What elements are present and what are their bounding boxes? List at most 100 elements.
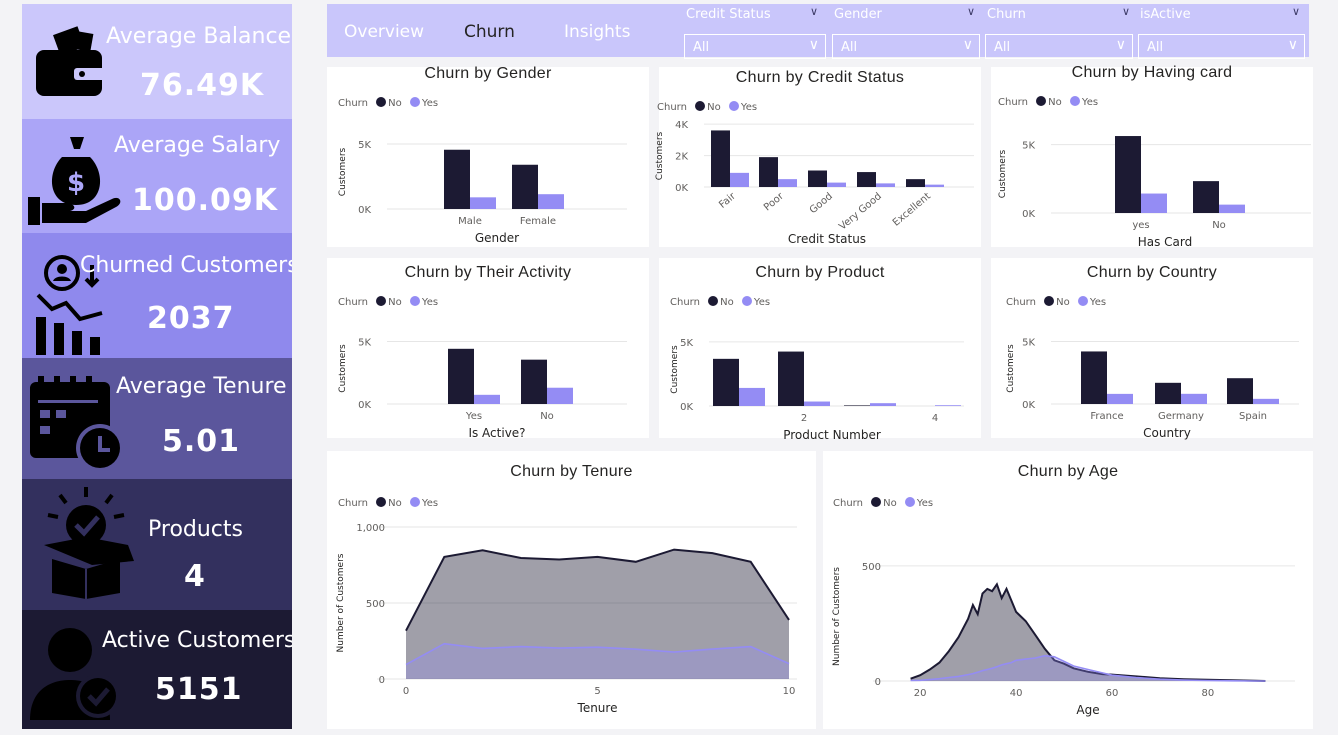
chart-card-card: Churn by Having card Churn No Yes 0K 5K Cu… (991, 64, 1313, 249)
has-card-bar-chart[interactable]: 0K 5K Customers yes No Has Card (991, 67, 1313, 249)
bar-yes-female (538, 194, 564, 209)
bar-no-no (521, 359, 547, 404)
chart-title: Churn by Credit Status (735, 69, 905, 86)
legend-yes-marker (409, 97, 420, 107)
legend-no-label: No (1048, 97, 1062, 108)
slicer-value: All (1147, 40, 1164, 55)
chart-title: Churn by Their Activity (404, 264, 572, 281)
y-tick-label: 0 (379, 675, 385, 686)
y-tick-label: 5K (1022, 338, 1035, 349)
legend-yes-label: Yes (916, 498, 934, 509)
bar-yes-france (1107, 393, 1133, 404)
tab-overview[interactable]: Overview (344, 22, 425, 42)
x-axis-label: Tenure (577, 701, 618, 715)
x-tick-label: Male (458, 216, 482, 227)
legend-no-marker (695, 101, 706, 111)
x-tick-label: No (540, 411, 554, 422)
legend-no-marker (376, 97, 387, 107)
legend-title: Churn (657, 102, 687, 113)
y-axis-label: Number of Customers (832, 567, 842, 666)
y-tick-label: 5K (680, 338, 693, 349)
legend-no-marker (1036, 96, 1047, 106)
tab-churn[interactable]: Churn (464, 22, 515, 42)
kpi-value: 76.49K (140, 68, 265, 103)
x-axis-label: Credit Status (788, 232, 866, 246)
x-tick-label: Very Good (837, 191, 884, 233)
y-tick-label: 0K (358, 400, 371, 411)
x-axis-label: Product Number (783, 428, 881, 442)
chevron-down-icon[interactable]: ∨ (1292, 5, 1301, 18)
chevron-down-icon[interactable]: ∨ (1122, 5, 1131, 18)
x-tick-label: 4 (932, 413, 938, 424)
x-tick-label: 10 (783, 686, 796, 697)
filter-label-gender: Gender (834, 7, 882, 22)
y-axis-label: Customers (338, 147, 348, 196)
legend-no-marker (1044, 296, 1055, 306)
chart-card-age: Churn by Age Churn No Yes 0 500 20 40 60 80 Nu… (823, 451, 1313, 729)
legend-no-label: No (707, 102, 721, 113)
churn-slicer[interactable]: All ∨ (985, 34, 1133, 59)
credit-status-slicer[interactable]: All ∨ (684, 34, 826, 59)
area-no (910, 584, 1266, 681)
tenure-area-chart[interactable]: 0 500 1,000 0 5 10 Number of Customers Tenure (327, 451, 816, 729)
bar-no-1 (713, 358, 739, 406)
x-tick-label: 80 (1202, 688, 1215, 699)
chevron-down-icon[interactable]: ∨ (810, 5, 819, 18)
x-axis-label: Age (1076, 703, 1099, 717)
x-tick-label: Spain (1239, 411, 1267, 422)
bar-no-2 (778, 351, 804, 406)
wallet-icon (36, 26, 106, 96)
bar-no-yes (1115, 136, 1141, 213)
y-axis-label: Customers (998, 149, 1008, 198)
y-axis-label: Customers (670, 345, 680, 394)
kpi-label: Products (148, 517, 243, 542)
bar-yes-spain (1253, 398, 1279, 404)
navigation-bar: Overview Churn Insights Credit Status ∨ … (327, 4, 1309, 59)
bar-yes-1 (739, 387, 765, 406)
money-bag-hand-icon: $ (28, 137, 121, 225)
x-axis-label: Has Card (1138, 235, 1193, 249)
y-tick-label: 500 (862, 562, 881, 573)
bar-yes-good (827, 182, 846, 187)
y-tick-label: 0K (680, 402, 693, 413)
chart-legend: Churn No Yes (657, 101, 757, 113)
chevron-down-icon[interactable]: ∨ (967, 5, 976, 18)
y-axis-label: Customers (1006, 344, 1016, 393)
legend-no-label: No (720, 297, 734, 308)
bar-yes-no (547, 387, 573, 404)
credit-status-bar-chart[interactable]: 0K 2K 4K Customers Fair Poor Good Very Good Exce… (655, 67, 981, 247)
legend-yes-label: Yes (421, 297, 439, 308)
activity-bar-chart[interactable]: 0K 5K Customers Yes No Is Active? (327, 258, 649, 440)
x-tick-label: Female (520, 216, 556, 227)
bar-no-france (1081, 351, 1107, 404)
legend-yes-marker (904, 497, 915, 507)
bar-yes-yes (474, 394, 500, 404)
legend-yes-label: Yes (421, 98, 439, 109)
legend-no-label: No (388, 98, 402, 109)
legend-title: Churn (998, 97, 1028, 108)
y-axis-label: Number of Customers (336, 553, 346, 652)
chart-card-gender: Churn by Gender Churn No Yes 0K 5K Custome… (327, 65, 649, 247)
chart-title: Churn by Gender (424, 65, 552, 82)
chart-title: Churn by Age (1017, 463, 1119, 480)
country-bar-chart[interactable]: 0K 5K Customers France Germany Spain Country (991, 258, 1313, 440)
legend-no-label: No (883, 498, 897, 509)
x-tick-label: Good (808, 191, 835, 216)
kpi-average-salary: $ Average Salary 100.09K (22, 119, 292, 233)
legend-title: Churn (338, 498, 368, 509)
x-tick-label: Germany (1158, 411, 1204, 422)
age-area-chart[interactable]: 0 500 20 40 60 80 Number of Customers Age (823, 451, 1313, 729)
bar-yes-male (470, 197, 496, 209)
y-tick-label: 5K (358, 338, 371, 349)
y-tick-label: 5K (1022, 141, 1035, 152)
tab-insights[interactable]: Insights (564, 22, 631, 42)
y-tick-label: 4K (675, 120, 688, 131)
isactive-slicer[interactable]: All ∨ (1138, 34, 1305, 59)
gender-slicer[interactable]: All ∨ (832, 34, 980, 59)
area-yes (406, 643, 789, 679)
chart-card-tenure: Churn by Tenure Churn No Yes 0 500 1,000 0 5… (327, 451, 816, 729)
x-tick-label: yes (1132, 220, 1149, 231)
kpi-value: 2037 (147, 301, 235, 336)
